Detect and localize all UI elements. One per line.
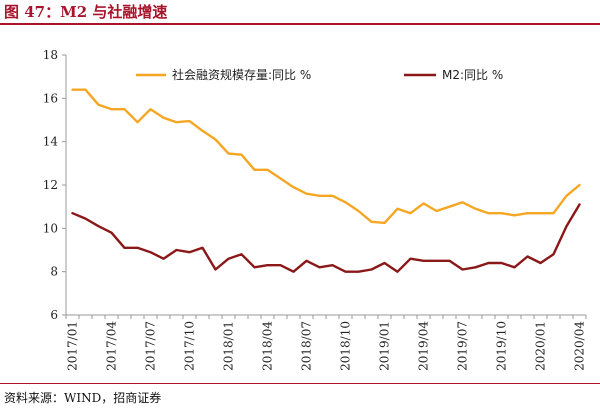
y-tick-label: 6 (50, 308, 58, 322)
figure-header: 图 47：M2 与社融增速 (0, 0, 600, 25)
x-tick-label: 2018/10 (339, 321, 353, 371)
y-tick-label: 14 (43, 135, 59, 149)
y-tick-label: 16 (43, 91, 58, 105)
legend-social-financing-label: 社会融资规模存量:同比 % (172, 67, 311, 82)
y-tick-label: 10 (43, 221, 58, 235)
x-tick-label: 2017/01 (66, 321, 80, 371)
footer-divider (0, 383, 600, 384)
x-tick-label: 2017/10 (183, 321, 197, 371)
x-tick-label: 2017/07 (144, 321, 158, 371)
x-tick-label: 2020/01 (534, 321, 548, 371)
series-line-social-financing (71, 88, 581, 225)
chart-area: 6 8 10 12 14 16 18 2017/01 2017/04 2017/07 2017/10… (43, 48, 587, 371)
x-tick-label: 2018/01 (222, 321, 236, 371)
x-tick-label: 2017/04 (105, 321, 119, 371)
y-tick-label: 8 (50, 265, 58, 279)
figure-title: 图 47：M2 与社融增速 (4, 3, 168, 21)
header-divider (0, 23, 600, 25)
x-tick-label: 2019/07 (456, 321, 470, 371)
source-note: 资料来源：WIND，招商证券 (4, 391, 162, 405)
y-tick-label: 12 (43, 178, 58, 192)
legend-m2-label: M2:同比 % (442, 68, 503, 82)
x-tick-label: 2019/01 (378, 321, 392, 371)
series-line-m2 (71, 203, 581, 273)
x-tick-label: 2020/04 (573, 321, 587, 371)
x-tick-label: 2018/04 (261, 321, 275, 371)
y-tick-label: 18 (43, 48, 58, 62)
x-tick-label: 2019/04 (417, 321, 431, 371)
x-tick-label: 2019/10 (495, 321, 509, 371)
x-tick-label: 2018/07 (300, 321, 314, 371)
